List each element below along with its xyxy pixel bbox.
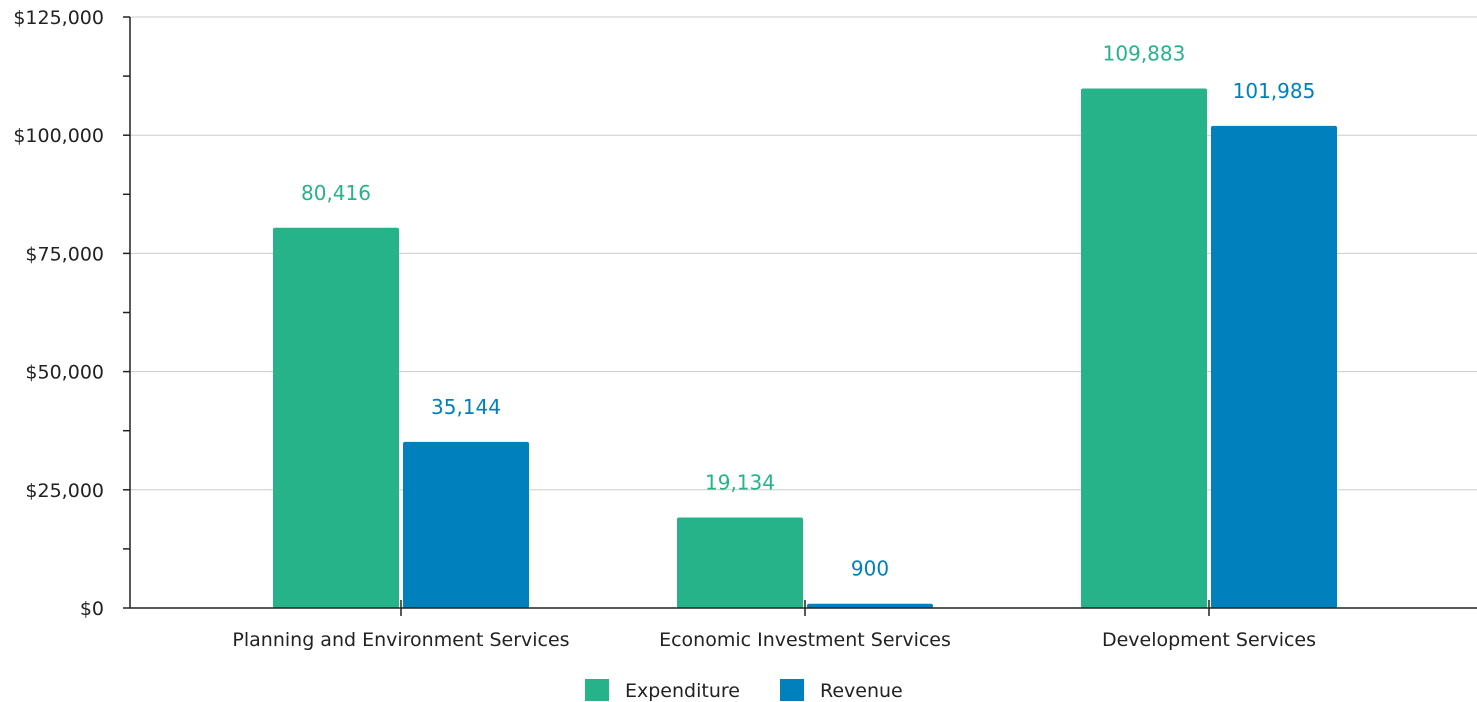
legend-swatch-revenue bbox=[780, 679, 804, 701]
y-tick-label: $75,000 bbox=[25, 243, 104, 265]
x-category-label: Economic Investment Services bbox=[659, 629, 951, 651]
bar-expenditure bbox=[1081, 88, 1207, 609]
data-label-expenditure: 80,416 bbox=[301, 181, 371, 205]
y-tick-label: $50,000 bbox=[25, 362, 104, 384]
bar-revenue bbox=[403, 441, 529, 608]
legend-label-expenditure: Expenditure bbox=[625, 680, 740, 702]
x-category-label: Planning and Environment Services bbox=[232, 629, 569, 651]
axes: $0 $25,000 $50,000 $75,000 $100,000 $125,000 P… bbox=[13, 7, 1477, 651]
y-tick-label: $125,000 bbox=[13, 7, 104, 29]
legend-swatch-expenditure bbox=[585, 679, 609, 701]
legend-label-revenue: Revenue bbox=[820, 680, 903, 702]
x-category-label: Development Services bbox=[1102, 629, 1316, 651]
data-labels: 80,416 35,144 19,134 900 109,883 101,985 bbox=[301, 41, 1315, 580]
data-label-revenue: 101,985 bbox=[1233, 79, 1316, 103]
bar-expenditure bbox=[273, 227, 399, 608]
data-label-expenditure: 109,883 bbox=[1103, 41, 1186, 65]
bar-revenue bbox=[1211, 125, 1337, 609]
bar-revenue bbox=[807, 603, 933, 608]
bars bbox=[273, 88, 1337, 609]
y-tick-label: $0 bbox=[80, 598, 104, 620]
data-label-revenue: 900 bbox=[851, 557, 889, 581]
y-tick-label: $100,000 bbox=[13, 125, 104, 147]
data-label-expenditure: 19,134 bbox=[705, 471, 775, 495]
bar-expenditure bbox=[677, 517, 803, 608]
data-label-revenue: 35,144 bbox=[431, 395, 501, 419]
y-tick-label: $25,000 bbox=[25, 480, 104, 502]
legend: Expenditure Revenue bbox=[585, 679, 903, 702]
